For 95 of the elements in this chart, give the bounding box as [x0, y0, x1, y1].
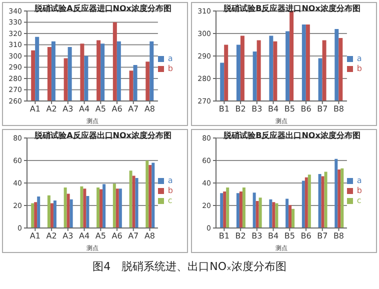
bar: [269, 199, 272, 228]
bar: [302, 180, 305, 228]
bar: [148, 165, 152, 228]
bar: [340, 168, 344, 228]
bar: [53, 200, 56, 228]
x-tick-label: A3: [62, 232, 74, 241]
x-tick-label: B7: [317, 232, 328, 241]
bar: [100, 189, 103, 228]
bar: [37, 196, 40, 228]
x-tick-label: A2: [46, 232, 57, 241]
bar: [226, 188, 230, 228]
bar: [116, 188, 119, 228]
bar: [66, 194, 70, 228]
bar: [135, 178, 138, 228]
bar: [321, 176, 324, 228]
chart-title: 脱硝试验B反应器进口NOx浓度分布图: [222, 4, 362, 13]
x-tick-label: A3: [62, 104, 74, 114]
x-tick-label: A8: [144, 232, 156, 241]
bar: [50, 203, 54, 228]
x-tick-label: A1: [30, 232, 40, 241]
bar: [334, 158, 338, 228]
bar: [34, 202, 38, 228]
bar: [70, 199, 73, 228]
chart-title: 脱硝试验A反应器出口NOx浓度分布图: [34, 131, 172, 140]
bar: [252, 192, 256, 228]
bar: [304, 177, 308, 228]
legend-label: c: [168, 196, 172, 205]
bar: [288, 204, 292, 228]
legend-label: b: [168, 186, 173, 195]
x-tick-label: B5: [284, 104, 295, 114]
chart-title: 脱硝试验A反应器进口NOx浓度分布图: [34, 4, 172, 13]
bar: [132, 176, 136, 228]
legend-label: a: [356, 54, 362, 63]
legend-label: b: [356, 64, 362, 73]
x-tick-label: A8: [144, 104, 156, 114]
chart-title: 脱硝试验B反应器出口NOx浓度分布图: [222, 131, 362, 140]
x-tick-label: B1: [218, 232, 230, 241]
bar: [146, 160, 149, 228]
x-tick-label: A7: [128, 104, 139, 114]
bar: [242, 188, 246, 228]
bar: [96, 188, 100, 228]
x-tick-label: B6: [300, 232, 312, 241]
x-tick-label: A4: [78, 232, 90, 241]
bar: [102, 184, 106, 228]
legend-label: a: [168, 176, 173, 185]
x-tick-label: B7: [317, 104, 328, 114]
bar: [256, 201, 259, 228]
x-tick-label: B3: [252, 232, 262, 241]
bar: [80, 186, 84, 228]
x-tick-label: B2: [235, 232, 246, 241]
legend-label: b: [356, 186, 362, 195]
x-tick-label: B5: [284, 232, 295, 241]
bar: [324, 172, 328, 228]
text: 图4 脱硝系统进、出口NOₓ浓度分布图: [92, 260, 286, 273]
bar: [286, 198, 289, 228]
x-tick-label: A6: [112, 232, 122, 241]
bar: [239, 191, 242, 228]
x-tick-label: B8: [333, 232, 344, 241]
x-tick-label: B3: [252, 104, 262, 114]
bar: [112, 184, 116, 228]
bar: [258, 198, 262, 228]
bar: [275, 203, 278, 228]
legend-label: a: [356, 176, 362, 185]
bar: [83, 188, 86, 228]
bar: [129, 170, 132, 228]
x-tick-label: B1: [218, 104, 230, 114]
bar: [338, 170, 341, 228]
bar: [118, 188, 122, 228]
legend-label: b: [168, 64, 173, 73]
bar: [64, 188, 67, 228]
x-tick-label: B6: [300, 104, 312, 114]
bar: [308, 174, 311, 228]
x-tick-label: B8: [333, 104, 344, 114]
bar: [86, 196, 90, 228]
x-tick-label: A5: [95, 232, 106, 241]
bar: [292, 208, 295, 228]
bar: [220, 193, 224, 228]
x-tick-label: A1: [30, 104, 40, 114]
x-tick-label: A4: [78, 104, 90, 114]
x-tick-label: B4: [268, 232, 279, 241]
bar: [152, 162, 155, 228]
bar: [31, 203, 34, 228]
bar: [47, 195, 50, 228]
x-tick-label: B4: [268, 104, 279, 114]
x-tick-label: A6: [112, 104, 122, 114]
bar: [223, 191, 226, 228]
legend-label: a: [168, 54, 173, 63]
x-tick-label: A5: [95, 104, 106, 114]
x-tick-label: A2: [46, 104, 57, 114]
bar: [236, 193, 240, 228]
bar: [272, 202, 276, 228]
legend-label: c: [356, 196, 362, 205]
bar: [318, 174, 322, 228]
x-tick-label: A7: [128, 232, 139, 241]
x-tick-label: B2: [235, 104, 246, 114]
